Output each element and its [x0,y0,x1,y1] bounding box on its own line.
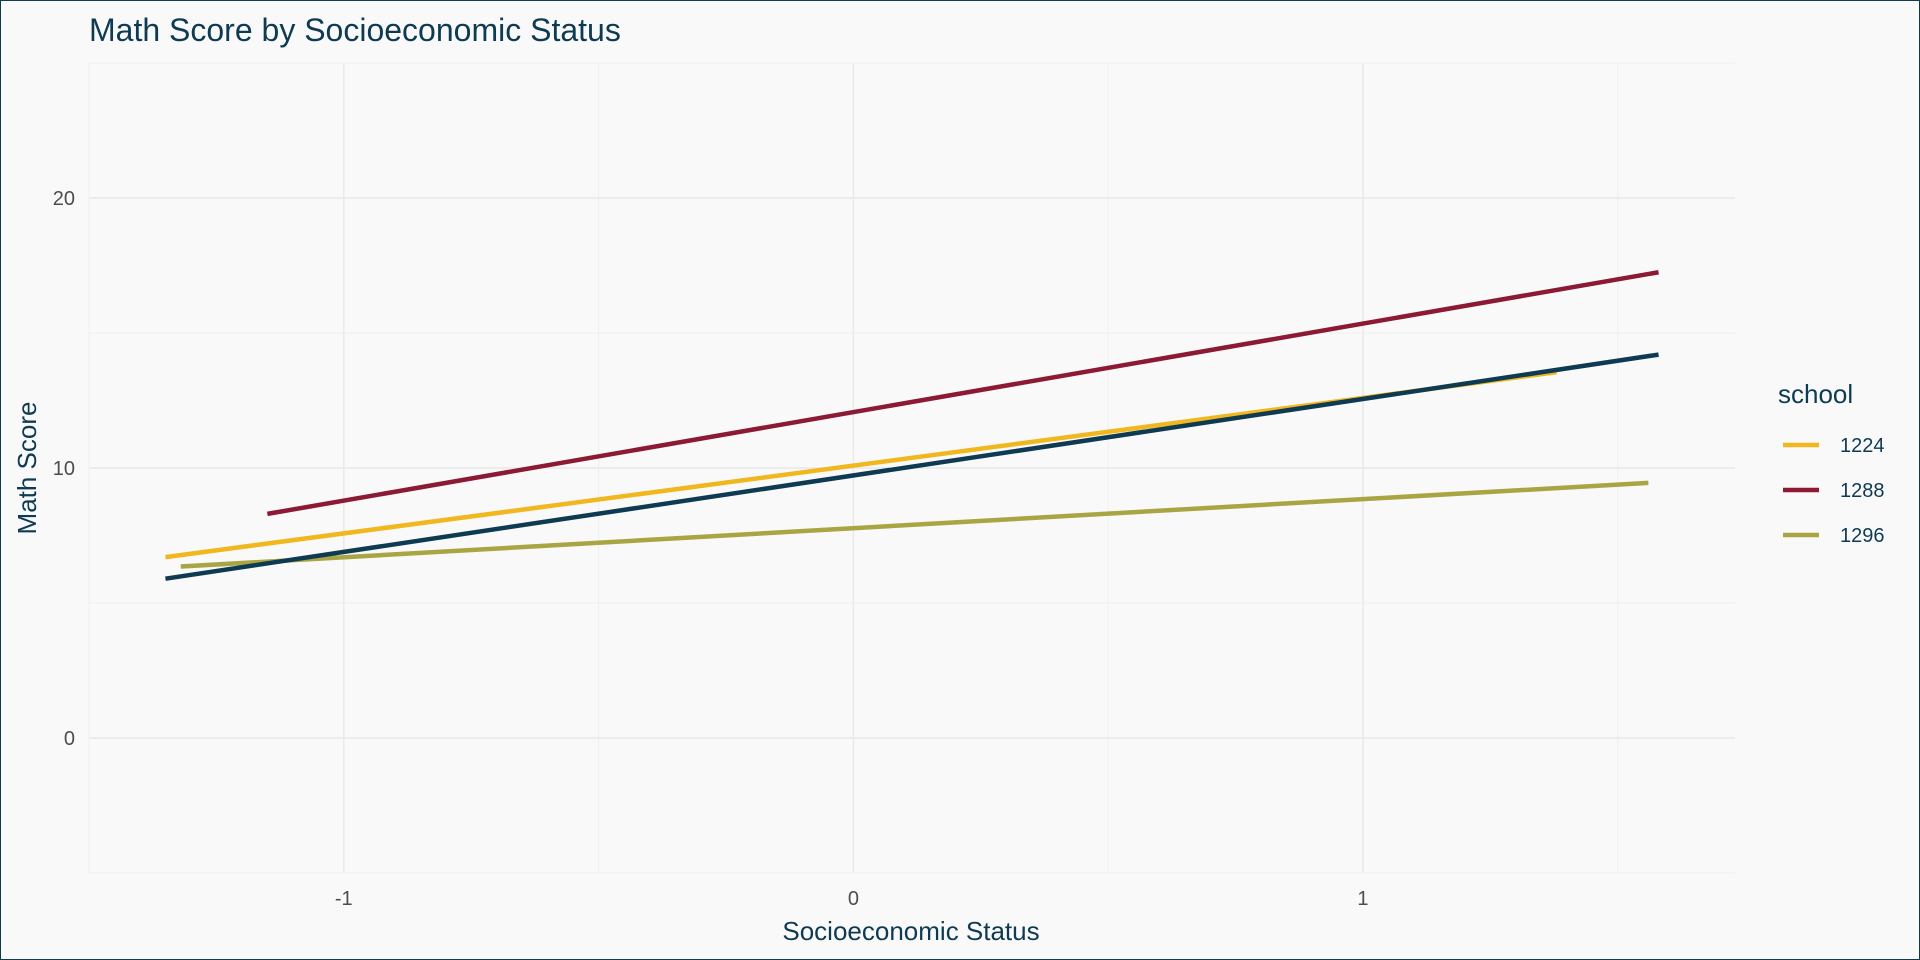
legend: school 1224 1288 1296 [1778,379,1885,547]
series-line-overall [165,352,1659,581]
y-tick-label: 10 [53,458,75,480]
x-axis-ticks: -1 0 1 [335,888,1369,910]
legend-label-1296: 1296 [1840,525,1885,547]
series-lines [165,270,1659,581]
x-tick-label: 0 [848,888,859,910]
legend-title: school [1778,379,1853,409]
grid-lines [88,62,1735,874]
y-tick-label: 0 [64,728,75,750]
legend-label-1288: 1288 [1840,480,1885,502]
x-tick-label: -1 [335,888,353,910]
x-tick-label: 1 [1357,888,1368,910]
series-line-1288 [266,270,1659,517]
y-axis-ticks: 0 10 20 [53,188,75,750]
chart-title: Math Score by Socioeconomic Status [89,12,621,48]
x-axis-title: Socioeconomic Status [782,916,1039,946]
legend-label-1224: 1224 [1840,435,1885,457]
y-axis-title: Math Score [12,402,42,535]
y-tick-label: 20 [53,188,75,210]
series-line-1296 [180,480,1649,569]
